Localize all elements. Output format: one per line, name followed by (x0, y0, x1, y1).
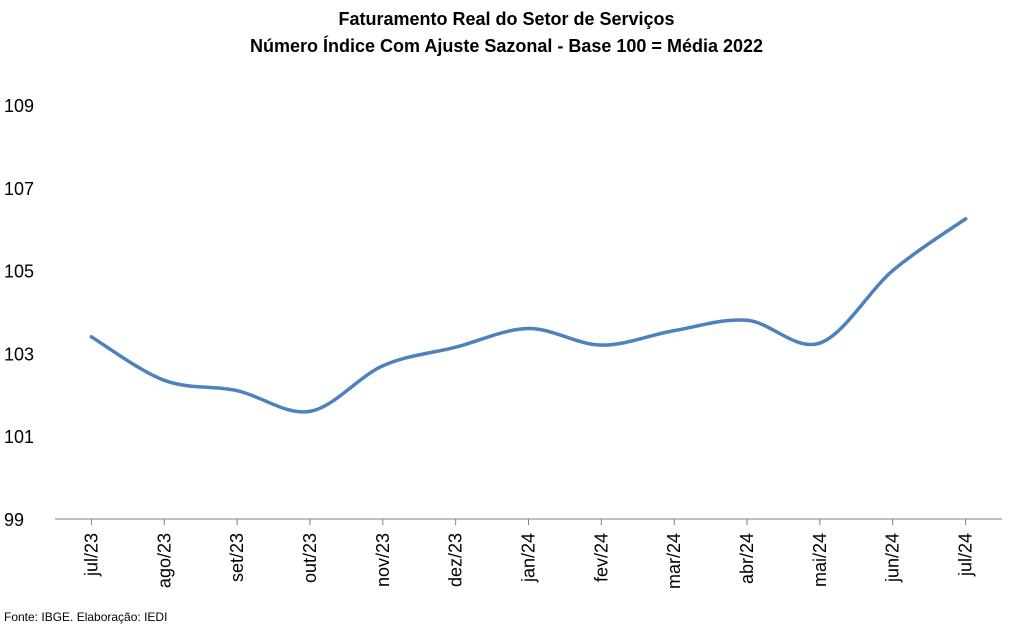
y-tick-label: 105 (4, 262, 34, 282)
x-tick-label: out/23 (300, 533, 320, 583)
data-point (672, 328, 676, 333)
y-tick-label: 99 (4, 510, 24, 530)
data-point (162, 378, 167, 383)
x-tick-label: set/23 (227, 533, 247, 582)
data-point (599, 343, 604, 347)
series-group (89, 217, 968, 414)
x-tick-label: mar/24 (664, 533, 684, 589)
x-tick-label: jul/23 (81, 533, 101, 577)
data-point (963, 217, 968, 221)
chart-title: Faturamento Real do Setor de Serviços (338, 9, 675, 29)
x-tick-label: jun/24 (883, 533, 903, 583)
data-point (818, 341, 822, 345)
data-point (235, 388, 239, 393)
series-line (89, 217, 968, 414)
data-point (308, 409, 312, 414)
data-point (381, 364, 385, 368)
x-tick-label: abr/24 (737, 533, 757, 584)
y-tick-label: 101 (4, 427, 34, 447)
y-tick-label: 107 (4, 179, 34, 199)
data-point (745, 318, 749, 323)
x-tick-label: ago/23 (154, 533, 174, 588)
x-axis-ticks: jul/23 ago/23 set/23 out/23 nov/23 dez/23 jan/… (81, 519, 976, 589)
x-tick-label: dez/23 (446, 533, 466, 587)
y-tick-label: 109 (4, 96, 34, 116)
x-tick-label: mai/24 (810, 533, 830, 587)
x-tick-label: jul/24 (956, 533, 976, 577)
y-tick-label: 103 (4, 344, 34, 364)
x-tick-label: fev/24 (591, 533, 611, 582)
source-note: Fonte: IBGE. Elaboração: IEDI (4, 610, 168, 624)
y-axis-ticks: 99 101 103 105 107 109 (4, 96, 34, 530)
data-point (453, 345, 458, 349)
chart-title-block: Faturamento Real do Setor de Serviços Nú… (0, 6, 1013, 60)
chart-subtitle: Número Índice Com Ajuste Sazonal - Base … (249, 36, 764, 56)
x-tick-label: nov/23 (373, 533, 393, 587)
data-point (89, 335, 94, 339)
x-tick-label: jan/24 (519, 533, 539, 583)
data-point (526, 326, 531, 331)
data-point (890, 268, 895, 273)
